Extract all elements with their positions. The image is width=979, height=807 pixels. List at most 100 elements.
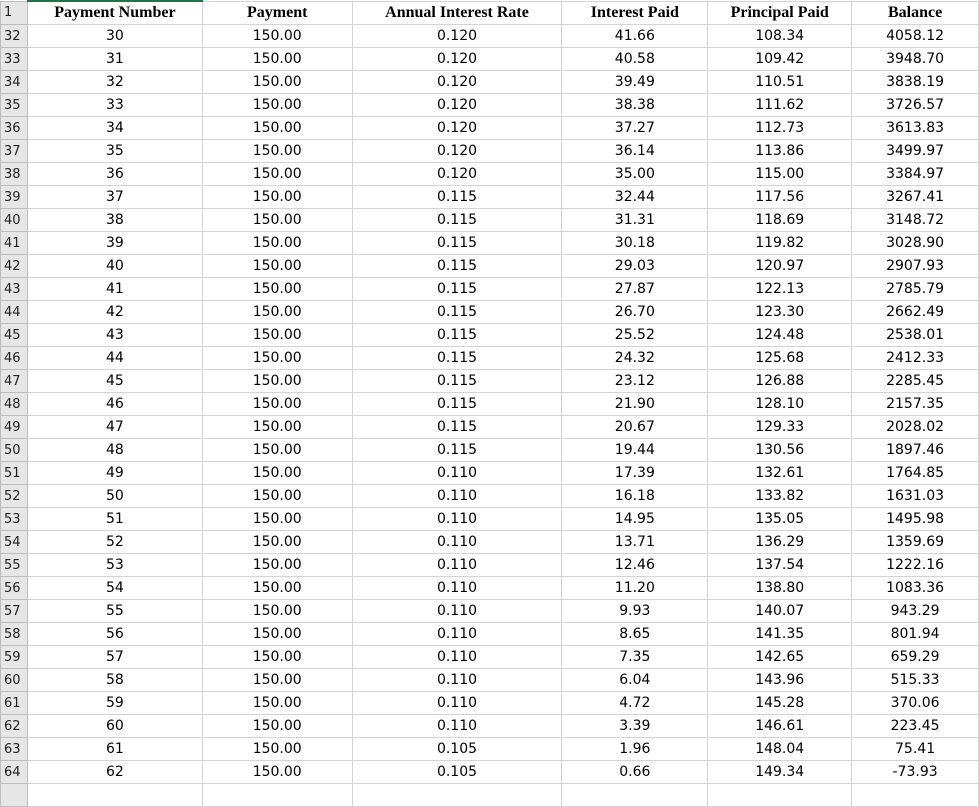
row-header[interactable]: 58 [0,622,28,646]
cell[interactable]: 0.66 [561,760,709,784]
cell[interactable]: 30 [26,24,203,48]
cell[interactable]: 138.80 [707,576,853,600]
cell[interactable]: 0.120 [351,47,563,71]
cell[interactable]: 137.54 [707,553,853,577]
column-header-cell[interactable]: Annual Interest Rate [351,0,563,25]
cell[interactable]: 44 [26,346,203,370]
cell[interactable]: 1222.16 [851,553,979,577]
cell[interactable]: 32.44 [561,185,709,209]
cell[interactable]: 150.00 [201,208,353,232]
cell[interactable]: 124.48 [707,323,853,347]
cell[interactable]: 0.115 [351,300,563,324]
cell[interactable]: 60 [26,714,203,738]
cell[interactable]: 132.61 [707,461,853,485]
row-header[interactable]: 37 [0,139,28,163]
cell[interactable]: 150.00 [201,622,353,646]
cell[interactable]: 48 [26,438,203,462]
row-header[interactable]: 43 [0,277,28,301]
cell[interactable] [351,783,563,807]
cell[interactable]: 150.00 [201,185,353,209]
cell[interactable]: 122.13 [707,277,853,301]
cell[interactable]: 3148.72 [851,208,979,232]
cell[interactable]: 0.115 [351,185,563,209]
cell[interactable]: 2538.01 [851,323,979,347]
column-header-cell[interactable]: Payment [201,0,353,25]
cell[interactable]: 12.46 [561,553,709,577]
cell[interactable]: 43 [26,323,203,347]
cell[interactable]: 515.33 [851,668,979,692]
row-header[interactable]: 61 [0,691,28,715]
cell[interactable]: 39.49 [561,70,709,94]
cell[interactable]: 0.115 [351,254,563,278]
cell[interactable]: 130.56 [707,438,853,462]
cell[interactable]: 3384.97 [851,162,979,186]
cell[interactable] [561,783,709,807]
row-header[interactable]: 56 [0,576,28,600]
cell[interactable]: 57 [26,645,203,669]
cell[interactable]: 223.45 [851,714,979,738]
cell[interactable]: 0.120 [351,24,563,48]
row-header[interactable]: 36 [0,116,28,140]
cell[interactable]: 13.71 [561,530,709,554]
cell[interactable]: 0.120 [351,93,563,117]
column-header-cell[interactable]: Interest Paid [561,0,709,25]
cell[interactable]: 30.18 [561,231,709,255]
cell[interactable]: 32 [26,70,203,94]
cell[interactable]: 0.110 [351,530,563,554]
cell[interactable]: 140.07 [707,599,853,623]
cell[interactable]: 1495.98 [851,507,979,531]
cell[interactable]: 1.96 [561,737,709,761]
cell[interactable]: 55 [26,599,203,623]
cell[interactable] [707,783,853,807]
cell[interactable]: 75.41 [851,737,979,761]
cell[interactable]: 0.110 [351,576,563,600]
cell[interactable]: 2662.49 [851,300,979,324]
cell[interactable]: 120.97 [707,254,853,278]
cell[interactable]: 3948.70 [851,47,979,71]
row-header[interactable]: 1 [0,0,28,25]
row-header[interactable]: 47 [0,369,28,393]
cell[interactable]: 49 [26,461,203,485]
cell[interactable]: 27.87 [561,277,709,301]
cell[interactable]: 150.00 [201,162,353,186]
cell[interactable]: 47 [26,415,203,439]
cell[interactable]: 119.82 [707,231,853,255]
cell[interactable]: 150.00 [201,231,353,255]
row-header[interactable]: 49 [0,415,28,439]
cell[interactable]: 150.00 [201,116,353,140]
cell[interactable]: 2285.45 [851,369,979,393]
column-header-cell[interactable]: Principal Paid [707,0,853,25]
cell[interactable]: 0.105 [351,737,563,761]
row-header[interactable]: 35 [0,93,28,117]
cell[interactable]: 135.05 [707,507,853,531]
cell[interactable]: 150.00 [201,484,353,508]
cell[interactable]: 150.00 [201,346,353,370]
row-header[interactable]: 48 [0,392,28,416]
row-header[interactable]: 45 [0,323,28,347]
cell[interactable]: 1083.36 [851,576,979,600]
cell[interactable]: 17.39 [561,461,709,485]
cell[interactable]: 33 [26,93,203,117]
cell[interactable]: 943.29 [851,599,979,623]
cell[interactable]: 19.44 [561,438,709,462]
cell[interactable]: 0.110 [351,691,563,715]
cell[interactable]: 29.03 [561,254,709,278]
cell[interactable]: 16.18 [561,484,709,508]
cell[interactable]: -73.93 [851,760,979,784]
cell[interactable]: 42 [26,300,203,324]
cell[interactable]: 38 [26,208,203,232]
cell[interactable]: 3726.57 [851,93,979,117]
cell[interactable]: 8.65 [561,622,709,646]
cell[interactable]: 53 [26,553,203,577]
cell[interactable]: 0.115 [351,277,563,301]
row-header[interactable]: 63 [0,737,28,761]
cell[interactable]: 0.120 [351,116,563,140]
cell[interactable]: 0.120 [351,139,563,163]
cell[interactable]: 150.00 [201,415,353,439]
cell[interactable]: 24.32 [561,346,709,370]
cell[interactable]: 136.29 [707,530,853,554]
cell[interactable]: 150.00 [201,47,353,71]
cell[interactable]: 56 [26,622,203,646]
cell[interactable]: 1897.46 [851,438,979,462]
cell[interactable]: 39 [26,231,203,255]
